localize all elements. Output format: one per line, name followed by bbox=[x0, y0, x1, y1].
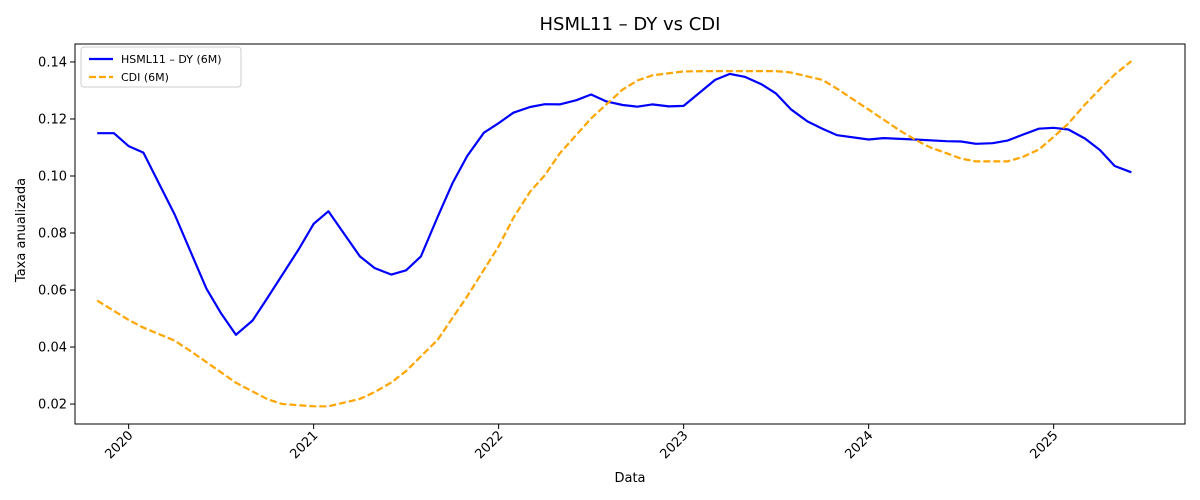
y-tick-label: 0.02 bbox=[38, 398, 67, 413]
x-tick-label: 2022 bbox=[472, 428, 506, 462]
plot-area: 0.02 0.04 0.06 0.08 0.10 0.12 0.14 2020 2021 2022… bbox=[38, 43, 1186, 462]
y-tick-label: 0.10 bbox=[38, 169, 67, 184]
x-tick-label: 2023 bbox=[657, 428, 691, 462]
x-tick-label: 2020 bbox=[102, 428, 136, 462]
chart-title: HSML11 – DY vs CDI bbox=[540, 14, 721, 35]
x-tick-label: 2025 bbox=[1027, 428, 1061, 462]
y-tick-label: 0.14 bbox=[38, 55, 67, 70]
series-line-hsml11-dy bbox=[97, 72, 1132, 336]
y-tick-label: 0.12 bbox=[38, 112, 67, 127]
y-tick-label: 0.04 bbox=[38, 341, 67, 356]
x-axis-label: Data bbox=[614, 471, 645, 486]
legend: HSML11 – DY (6M) CDI (6M) bbox=[80, 46, 242, 88]
x-tick-label: 2021 bbox=[287, 428, 321, 462]
legend-box bbox=[80, 46, 242, 88]
plot-frame bbox=[74, 43, 1186, 425]
y-tick-label: 0.08 bbox=[38, 227, 67, 242]
legend-label: HSML11 – DY (6M) bbox=[121, 53, 222, 66]
y-axis-label: Taxa anualizada bbox=[14, 178, 29, 283]
y-tick-label: 0.06 bbox=[38, 284, 67, 299]
legend-label: CDI (6M) bbox=[121, 71, 169, 84]
series-line-cdi bbox=[96, 60, 1133, 408]
x-tick-label: 2024 bbox=[842, 428, 876, 462]
